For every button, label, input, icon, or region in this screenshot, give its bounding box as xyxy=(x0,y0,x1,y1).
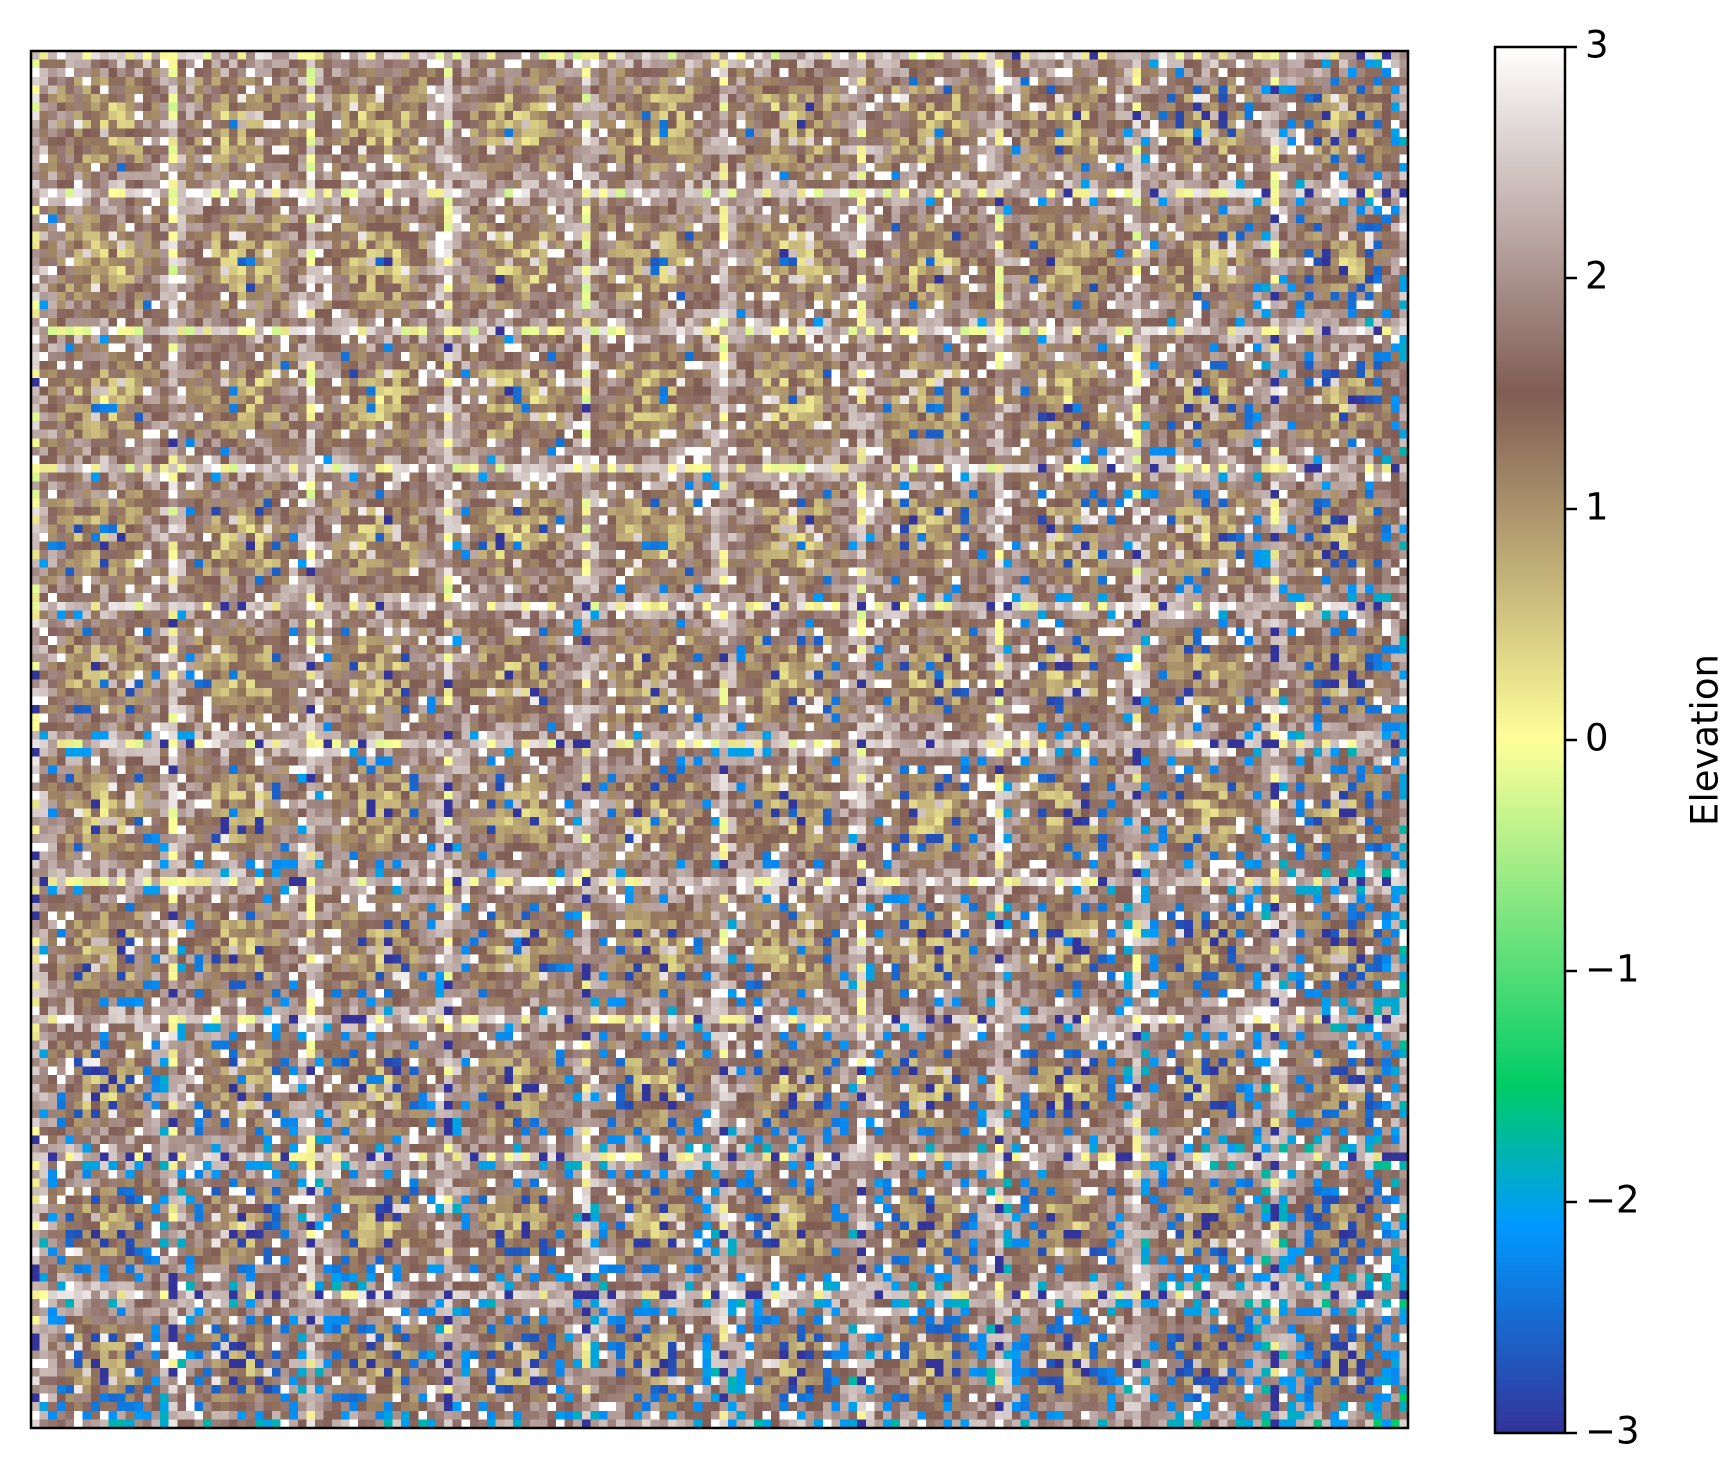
colorbar-tick-label: 1 xyxy=(1585,486,1609,529)
colorbar-tick-label: 2 xyxy=(1585,255,1609,298)
colorbar-tick-label: 3 xyxy=(1585,24,1609,67)
heatmap-plot xyxy=(29,49,1410,1430)
colorbar-tick-label: 0 xyxy=(1585,717,1609,760)
colorbar-fill xyxy=(1495,47,1565,1433)
colorbar-tick-label: −1 xyxy=(1585,948,1640,991)
colorbar-label: Elevation xyxy=(1684,654,1727,826)
colorbar: 3 2 1 0 −1 −2 −3 Elevation xyxy=(1493,24,1727,1453)
heatmap-raster xyxy=(31,51,1408,1428)
colorbar-ticks: 3 2 1 0 −1 −2 −3 xyxy=(1565,24,1640,1453)
plot-frame xyxy=(29,49,1410,1430)
heatmap-raster-holder xyxy=(31,51,1408,1428)
colorbar-tick-label: −2 xyxy=(1585,1179,1640,1222)
colorbar-tick-label: −3 xyxy=(1585,1410,1640,1453)
